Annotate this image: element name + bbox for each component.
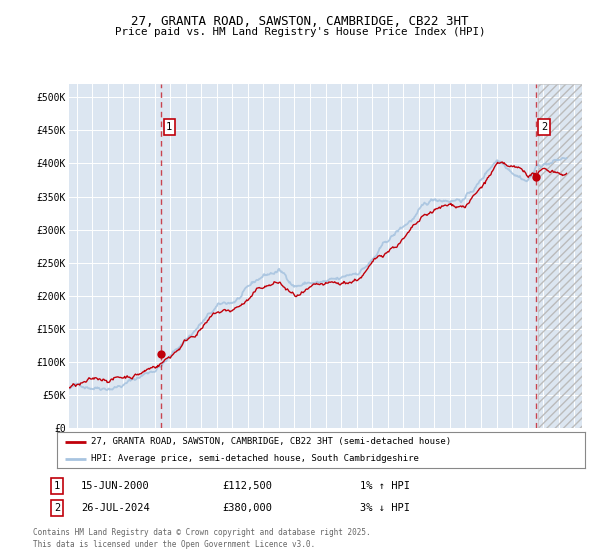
Text: 1: 1	[54, 481, 60, 491]
Text: 27, GRANTA ROAD, SAWSTON, CAMBRIDGE, CB22 3HT: 27, GRANTA ROAD, SAWSTON, CAMBRIDGE, CB2…	[131, 15, 469, 28]
Text: 3% ↓ HPI: 3% ↓ HPI	[360, 503, 410, 513]
Text: 2: 2	[541, 122, 547, 132]
Text: 27, GRANTA ROAD, SAWSTON, CAMBRIDGE, CB22 3HT (semi-detached house): 27, GRANTA ROAD, SAWSTON, CAMBRIDGE, CB2…	[91, 437, 451, 446]
Text: 2: 2	[54, 503, 60, 513]
Text: 1: 1	[166, 122, 172, 132]
Text: 15-JUN-2000: 15-JUN-2000	[81, 481, 150, 491]
Text: Price paid vs. HM Land Registry's House Price Index (HPI): Price paid vs. HM Land Registry's House …	[115, 27, 485, 38]
Text: 26-JUL-2024: 26-JUL-2024	[81, 503, 150, 513]
Text: £112,500: £112,500	[222, 481, 272, 491]
Text: Contains HM Land Registry data © Crown copyright and database right 2025.
This d: Contains HM Land Registry data © Crown c…	[33, 528, 371, 549]
Text: £380,000: £380,000	[222, 503, 272, 513]
Text: HPI: Average price, semi-detached house, South Cambridgeshire: HPI: Average price, semi-detached house,…	[91, 454, 419, 463]
Text: 1% ↑ HPI: 1% ↑ HPI	[360, 481, 410, 491]
